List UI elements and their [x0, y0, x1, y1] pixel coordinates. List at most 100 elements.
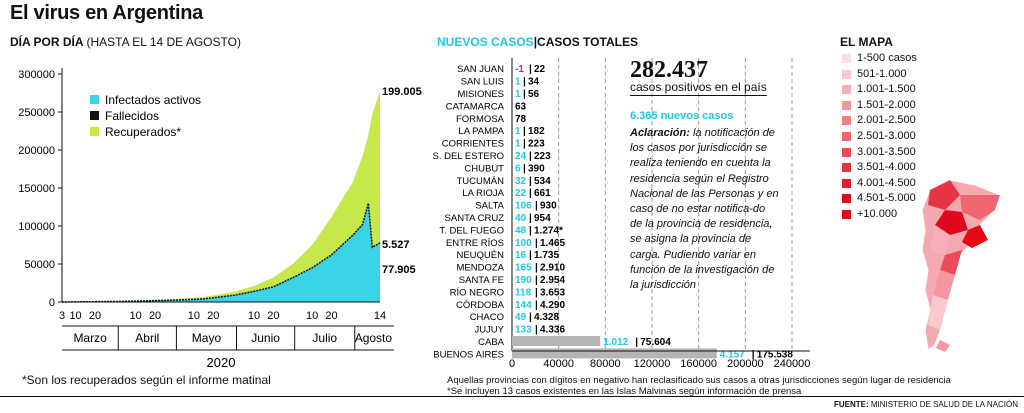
new-cases-label: 4.157 [720, 349, 745, 360]
map-legend-label: 4.501-5.000 [857, 192, 916, 205]
new-cases-label: -1 [515, 64, 524, 75]
x-tick-label: 10 [69, 310, 81, 322]
x-tick-label: 20 [325, 310, 337, 322]
page-title: El virus en Argentina [10, 2, 204, 24]
source-bold: FUENTE: [833, 400, 869, 409]
row-sep: | [529, 176, 532, 187]
total-cases-label: 4.328 [534, 312, 559, 323]
new-cases-label: 6 [515, 163, 521, 174]
new-cases-label: 144 [515, 300, 532, 311]
deaths-line [61, 203, 381, 303]
province-label: FORMOSA [456, 114, 505, 125]
bar-x-tick-label: 200000 [727, 358, 764, 370]
map-legend-label: 501-1.000 [857, 67, 907, 80]
legend-active: Infectados activos [105, 93, 201, 107]
month-label: Abril [135, 331, 159, 345]
bar-x-tick-label: 80000 [590, 358, 621, 370]
new-cases-label: 48 [515, 225, 527, 236]
y-tick-label: 250000 [18, 107, 55, 119]
new-cases-label: 32 [515, 176, 527, 187]
new-cases-label: 1 [515, 126, 521, 137]
province-label: SAN JUAN [457, 64, 504, 75]
province-label: S. DEL ESTERO [433, 151, 504, 162]
map-legend-label: 1-500 casos [857, 52, 917, 64]
total-cases-label: 1.735 [534, 250, 559, 261]
province-row: LA RIOJA 22 | 661 [462, 188, 551, 199]
y-tick-label: 300000 [18, 69, 55, 81]
x-tick-label: 20 [207, 310, 219, 322]
argentina-map [921, 179, 1001, 352]
month-label: Marzo [73, 331, 107, 345]
x-tick-label: 20 [267, 310, 279, 322]
map-legend-swatch [842, 54, 851, 63]
province-row: SALTA 106 | 930 [475, 201, 557, 212]
row-sep: | [523, 89, 526, 100]
big-total-label: casos positivos en el país [630, 80, 767, 96]
row-sep: | [535, 287, 538, 298]
row-sep: | [529, 250, 532, 261]
province-label: SANTA CRUZ [445, 213, 505, 224]
province-row: NEUQUÉN 16 | 1.735 [456, 250, 559, 261]
province-row: SAN LUIS 1 | 34 [461, 77, 540, 88]
series-areas [61, 91, 381, 303]
new-cases-label: 40 [515, 213, 527, 224]
bar-x-tick-label: 240000 [774, 358, 811, 370]
map-header: EL MAPA [840, 35, 893, 49]
new-cases-label: 1 [515, 77, 521, 88]
new-cases-label: 1.012 [603, 337, 628, 348]
legend-swatch-active [90, 95, 99, 104]
province-label: T. DEL FUEGO [439, 225, 504, 236]
map-legend-label: +10.000 [857, 208, 898, 220]
map-legend-label: 4.001-4.500 [857, 176, 916, 189]
province-label: JUJUY [474, 325, 504, 336]
total-cases-label: 78 [515, 114, 527, 125]
total-cases-label: 223 [534, 151, 551, 162]
footnote-mid-2: *Se incluyen 13 casos existentes en las … [447, 386, 802, 397]
province-row: RÍO NEGRO 118 | 3.653 [450, 287, 566, 298]
province-row: ENTRE RÍOS 100 | 1.465 [446, 238, 566, 249]
legend-swatch-deaths [90, 111, 99, 120]
row-sep: | [535, 238, 538, 249]
total-bar [512, 336, 601, 346]
map-region-center [935, 210, 968, 235]
map-region-tierra-del-fuego [936, 340, 950, 352]
province-label: CÓRDOBA [456, 300, 505, 311]
province-row: JUJUY 133 | 4.336 [474, 325, 565, 336]
row-sep: | [535, 300, 538, 311]
total-cases-label: 390 [528, 163, 545, 174]
y-tick-label: 100000 [18, 221, 55, 233]
y-tick-label: 0 [49, 297, 55, 309]
map-legend-swatch [842, 194, 851, 204]
province-label: MENDOZA [457, 263, 505, 274]
province-label: CABA [478, 337, 505, 348]
map-region-cuyo [930, 225, 950, 255]
row-sep: | [529, 225, 532, 236]
y-tick-label: 50000 [24, 259, 55, 271]
year-label: 2020 [207, 355, 236, 370]
province-row: CHACO 49 | 4.328 [470, 312, 560, 323]
footnote-mid-1: Aquellas provincias con dígitos en negat… [447, 375, 951, 386]
x-tick-label: 20 [89, 310, 101, 322]
x-tick-label: 10 [306, 310, 318, 322]
province-label: TUCUMÁN [457, 176, 505, 187]
province-label: CORRIENTES [442, 139, 504, 150]
month-label: Julio [312, 331, 337, 345]
source: FUENTE: MINISTERIO DE SALUD DE LA NACIÓN [834, 400, 1018, 409]
legend-swatch-recovered [90, 127, 99, 136]
map-legend-swatch [842, 147, 851, 157]
bar-x-tick-label: 40000 [543, 358, 574, 370]
end-label-total: 199.005 [382, 86, 422, 98]
province-label: ENTRE RÍOS [446, 238, 504, 249]
province-row: CORRIENTES 1 | 223 [442, 139, 545, 150]
map-region-patagonia-north [940, 250, 962, 275]
province-row: CHUBUT 6 | 390 [464, 163, 545, 174]
x-tick-label: 14 [374, 310, 386, 322]
new-cases-label: 24 [515, 151, 527, 162]
province-label: CHUBUT [464, 163, 504, 174]
total-cases-label: 175.538 [757, 349, 794, 360]
row-sep: | [535, 201, 538, 212]
row-sep: | [535, 263, 538, 274]
province-row: FORMOSA 78 [456, 114, 527, 125]
